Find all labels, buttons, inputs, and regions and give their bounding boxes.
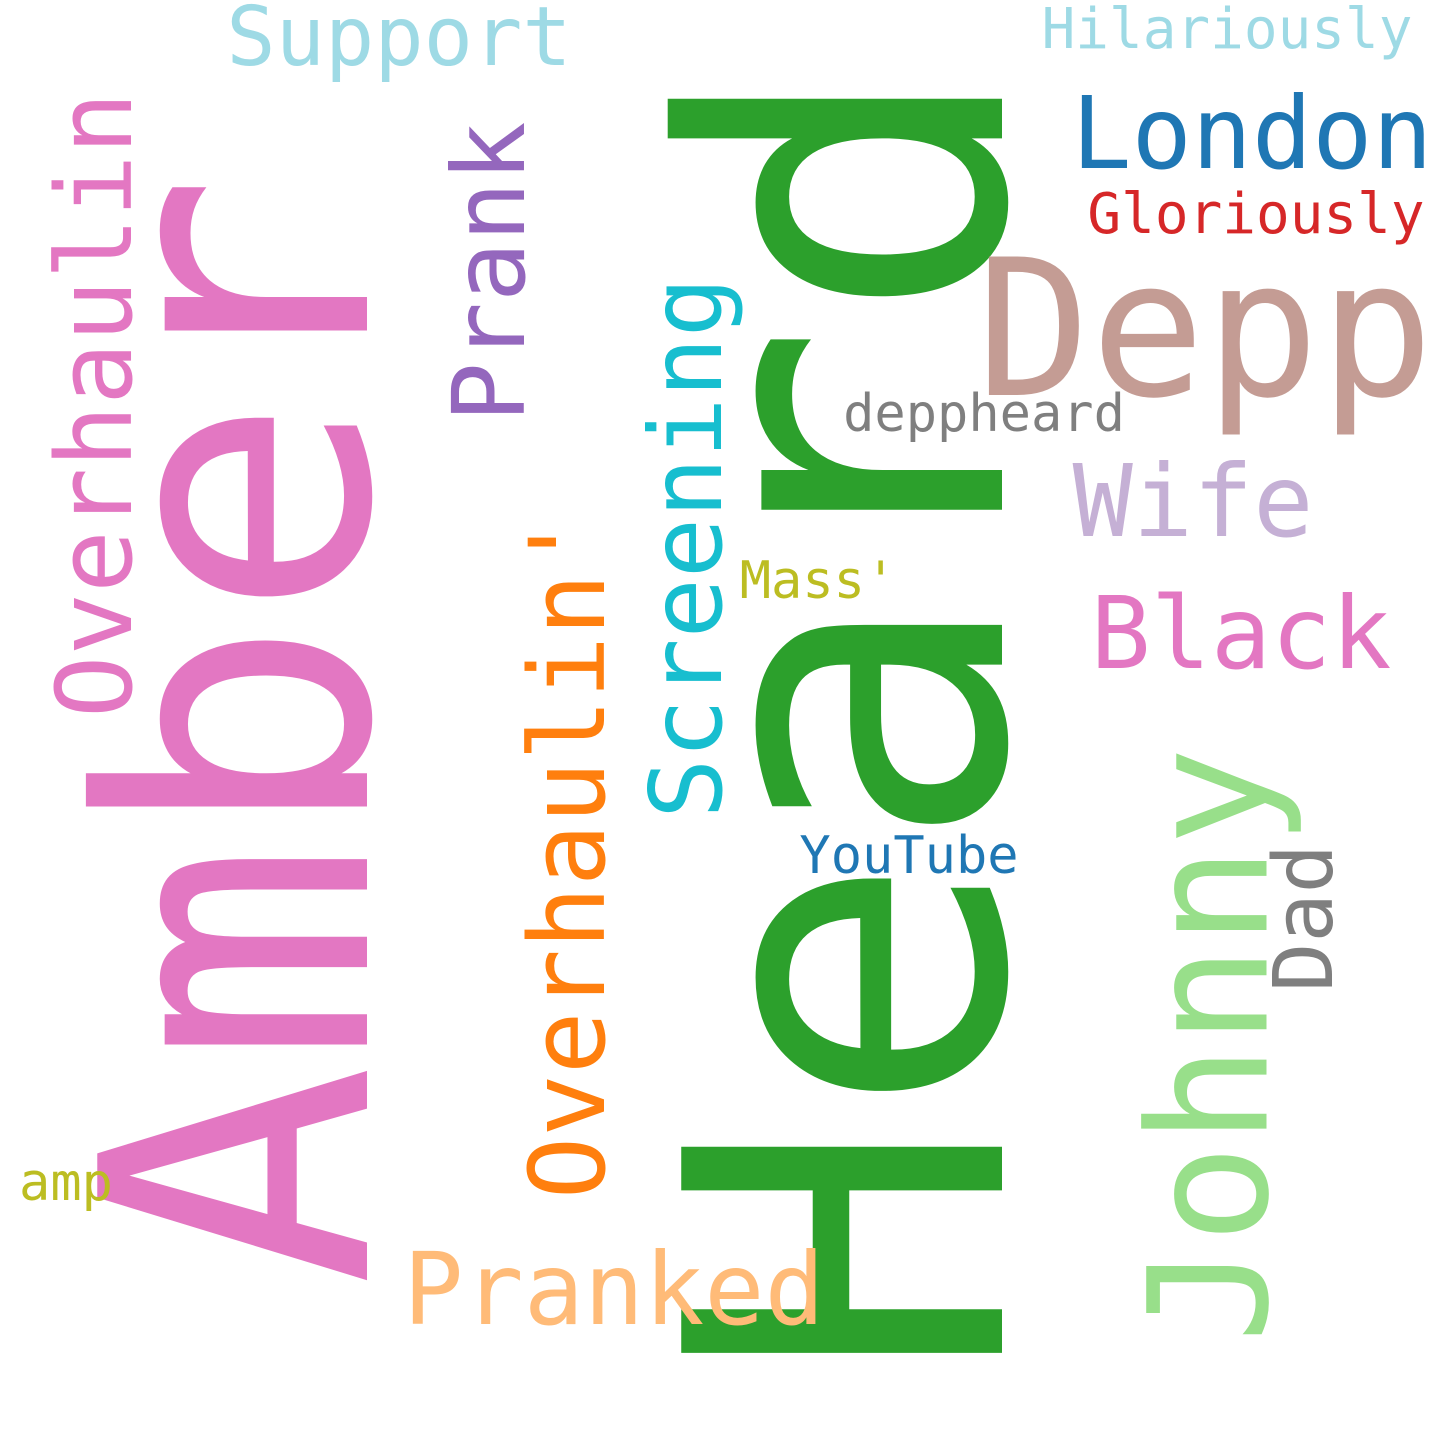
word-pranked: Pranked xyxy=(403,1231,825,1348)
word-black: Black xyxy=(1090,575,1392,692)
word-dad: Dad xyxy=(1257,843,1352,993)
word-depp: Depp xyxy=(976,219,1434,440)
word-london: London xyxy=(1071,75,1433,192)
word-overhaulin-apostrophe: Overhaulin' xyxy=(507,510,629,1200)
word-johnny: Johnny xyxy=(1113,746,1306,1344)
word-overhaulin: Overhaulin xyxy=(34,91,156,719)
word-amp: amp xyxy=(19,1153,113,1213)
word-hilariously: Hilariously xyxy=(1041,0,1413,62)
word-deppheard: deppheard xyxy=(843,384,1125,444)
word-youtube: YouTube xyxy=(799,826,1019,886)
word-mass: Mass' xyxy=(739,551,897,611)
word-screening: Screening xyxy=(628,277,745,819)
word-prank: Prank xyxy=(431,121,548,423)
word-wife: Wife xyxy=(1072,443,1314,560)
word-gloriously: Gloriously xyxy=(1087,182,1425,247)
word-support: Support xyxy=(226,0,572,85)
